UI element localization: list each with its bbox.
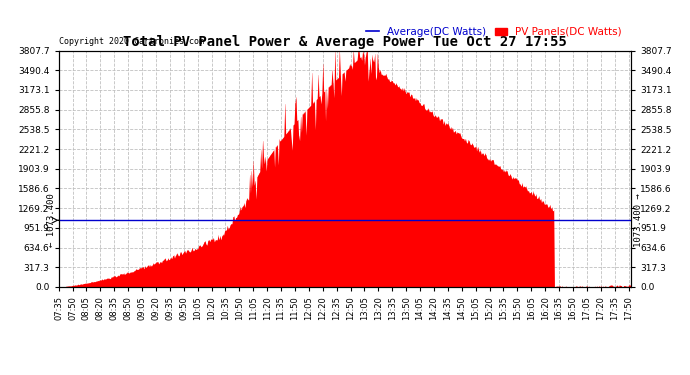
Text: ← 1073.400: ← 1073.400: [47, 194, 56, 247]
Title: Total PV Panel Power & Average Power Tue Oct 27 17:55: Total PV Panel Power & Average Power Tue…: [123, 36, 567, 50]
Legend: Average(DC Watts), PV Panels(DC Watts): Average(DC Watts), PV Panels(DC Watts): [362, 23, 626, 41]
Text: Copyright 2020 Cartronics.com: Copyright 2020 Cartronics.com: [59, 37, 204, 46]
Text: 1073.400 →: 1073.400 →: [634, 194, 643, 247]
